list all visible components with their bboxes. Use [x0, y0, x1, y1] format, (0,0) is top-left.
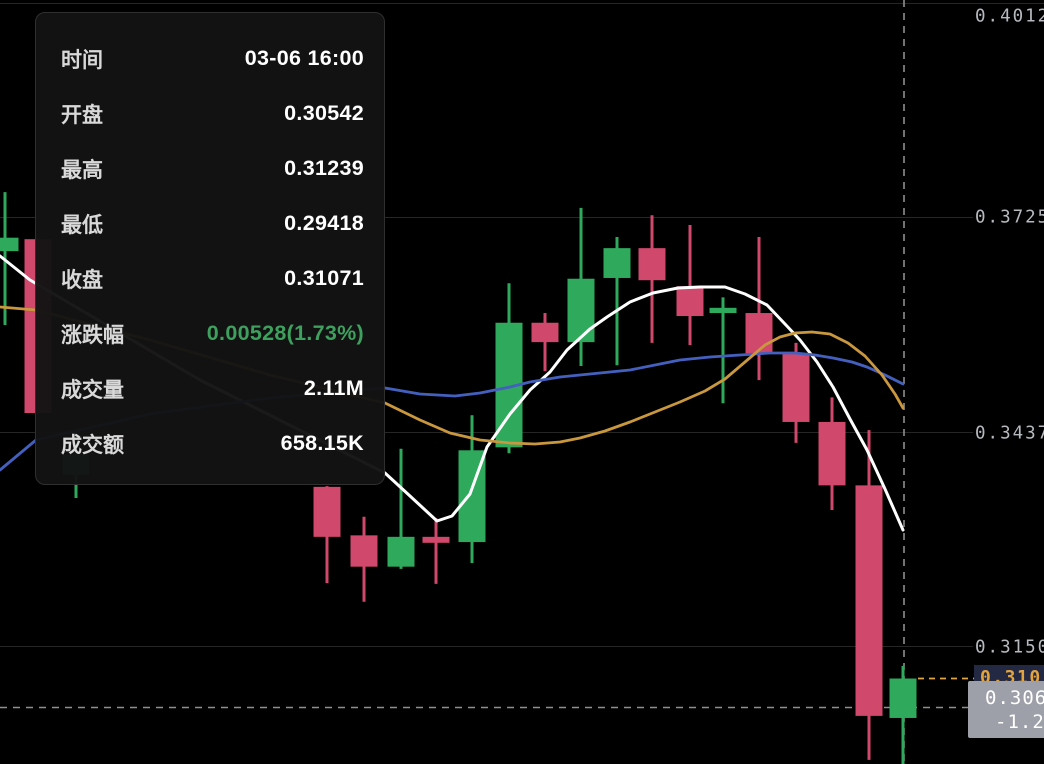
y-axis-label: 0.3437 — [975, 424, 1044, 444]
candle-body — [855, 485, 883, 716]
y-axis-label-bg — [973, 635, 1044, 657]
tooltip-label: 成交额 — [61, 433, 124, 457]
y-axis-label: 0.3725 — [975, 208, 1044, 228]
candle-down[interactable] — [855, 430, 883, 760]
tooltip-row-turnover: 成交额 658.15K — [61, 416, 364, 471]
tooltip-value: 658.15K — [280, 431, 364, 455]
crosshair-badge-change: -1.2 — [995, 711, 1044, 733]
candle-down[interactable] — [313, 486, 341, 584]
tooltip-row-low: 最低 0.29418 — [61, 196, 364, 251]
candle-up[interactable] — [387, 448, 415, 569]
candle-down[interactable] — [745, 236, 773, 381]
candle-body — [818, 421, 846, 486]
candle-body — [350, 535, 378, 567]
tooltip-row-high: 最高 0.31239 — [61, 141, 364, 196]
y-axis-label: 0.4012 — [975, 7, 1044, 27]
tooltip-label: 涨跌幅 — [61, 323, 124, 347]
y-axis-label: 0.3150 — [975, 638, 1044, 658]
tooltip-row-change: 涨跌幅 0.00528(1.73%) — [61, 306, 364, 361]
tooltip-label: 最高 — [61, 158, 103, 182]
candle-body — [709, 307, 737, 314]
candle-body — [745, 313, 773, 354]
candle-body — [638, 248, 666, 281]
tooltip-value: 03-06 16:00 — [244, 46, 364, 70]
candle-up[interactable] — [709, 297, 737, 404]
candle-body — [603, 248, 631, 278]
candle-down[interactable] — [350, 516, 378, 602]
tooltip-label: 收盘 — [61, 268, 103, 292]
candle-down[interactable] — [422, 518, 450, 584]
ma-line-blue — [0, 351, 905, 472]
tooltip-value: 0.31071 — [284, 266, 364, 290]
tooltip-value-change: 0.00528(1.73%) — [206, 321, 364, 345]
tooltip-label: 最低 — [61, 213, 103, 237]
crosshair-price-badge — [968, 681, 1044, 738]
candle-up[interactable] — [889, 665, 917, 764]
candle-body — [782, 353, 810, 422]
candle-body — [0, 237, 19, 252]
candle-body — [676, 286, 704, 317]
tooltip-row-open: 开盘 0.30542 — [61, 86, 364, 141]
tooltip-label: 时间 — [61, 48, 103, 72]
crosshair-badge-price: 0.306 — [985, 687, 1044, 709]
tooltip-row-close: 收盘 0.31071 — [61, 251, 364, 306]
candle-body — [313, 486, 341, 537]
candle-up[interactable] — [567, 207, 595, 367]
tooltip-value: 0.29418 — [284, 211, 364, 235]
candle-body — [531, 322, 559, 343]
candle-body — [567, 278, 595, 343]
candle-down[interactable] — [676, 225, 704, 346]
candle-down[interactable] — [782, 342, 810, 443]
tooltip-value: 0.31239 — [284, 156, 364, 180]
ma-line-orange — [0, 305, 905, 446]
tooltip-row-volume: 成交量 2.11M — [61, 361, 364, 416]
y-axis-label-bg — [973, 205, 1044, 227]
candle-up[interactable] — [603, 236, 631, 366]
candle-body — [387, 536, 415, 567]
candle-down[interactable] — [531, 313, 559, 372]
tooltip-label: 开盘 — [61, 103, 103, 127]
y-axis-label-bg — [973, 421, 1044, 443]
candle-down[interactable] — [638, 215, 666, 343]
tooltip-label: 成交量 — [61, 378, 124, 402]
y-axis-label-bg — [973, 4, 1044, 26]
candle-body — [889, 678, 917, 718]
ma-line-white — [0, 254, 905, 532]
tooltip-value: 2.11M — [303, 376, 364, 400]
tooltip-row-time: 时间 03-06 16:00 — [61, 31, 364, 86]
candle-body — [422, 536, 450, 543]
ohlc-tooltip: 时间 03-06 16:00 开盘 0.30542 最高 0.31239 最低 … — [35, 12, 385, 485]
tooltip-value: 0.30542 — [284, 101, 364, 125]
candle-down[interactable] — [818, 397, 846, 510]
